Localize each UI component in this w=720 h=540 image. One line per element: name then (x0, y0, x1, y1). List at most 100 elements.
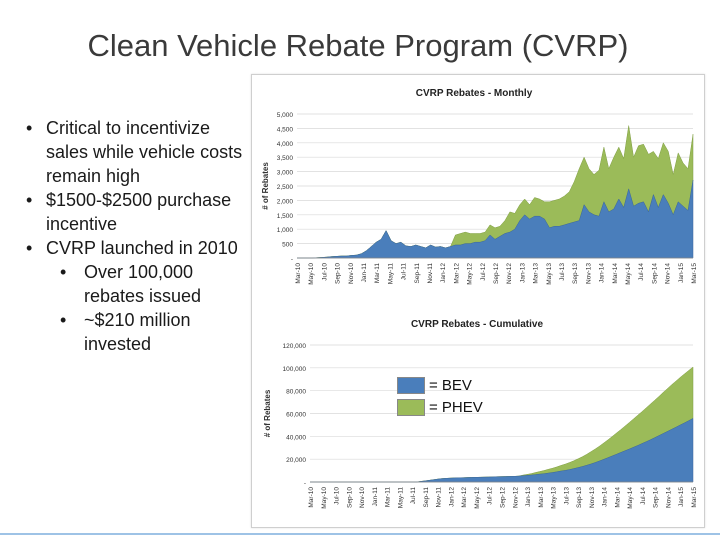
x-tick-label: Mar-10 (308, 487, 315, 508)
x-tick-label: Mar-12 (461, 487, 468, 508)
bullet-dot-icon: • (26, 190, 33, 210)
y-tick-label: 5,000 (277, 112, 294, 119)
x-tick-label: Jan-13 (525, 487, 532, 507)
x-tick-label: Sep-12 (500, 487, 507, 508)
bullet-text: ~$210 million invested (84, 310, 191, 354)
y-tick-label: 80,000 (286, 389, 306, 396)
bullet-item: • $1500-$2500 purchase incentive (22, 188, 250, 236)
x-tick-label: Mar-13 (533, 263, 540, 284)
y-tick-label: - (304, 480, 306, 487)
x-tick-label: Jan-11 (372, 487, 379, 507)
x-tick-label: Nov-13 (585, 263, 592, 284)
chart-title: CVRP Rebates - Cumulative (411, 319, 544, 330)
y-tick-label: 3,500 (277, 155, 294, 162)
x-tick-label: May-10 (321, 487, 328, 509)
bullet-dot-icon: • (26, 238, 33, 258)
legend-label-phev: = PHEV (429, 398, 483, 416)
y-tick-label: 1,000 (277, 227, 294, 234)
x-tick-label: May-13 (546, 263, 553, 285)
bullet-text: Over 100,000 rebates issued (84, 262, 202, 306)
x-tick-label: Jan-11 (361, 263, 368, 283)
x-tick-label: Jul-14 (638, 263, 645, 281)
x-tick-label: May-14 (625, 263, 632, 285)
x-tick-label: May-10 (308, 263, 315, 285)
x-tick-label: May-13 (551, 487, 558, 509)
y-tick-label: 2,000 (277, 198, 294, 205)
y-tick-label: 3,000 (277, 170, 294, 177)
y-tick-label: 2,500 (277, 184, 294, 191)
x-tick-label: Mar-11 (385, 487, 392, 507)
bullet-text: $1500-$2500 purchase incentive (46, 190, 232, 234)
x-tick-label: Jul-12 (480, 263, 487, 281)
x-tick-label: Nov-11 (436, 487, 443, 508)
x-tick-label: Sep-13 (572, 263, 579, 284)
legend-swatch-bev (397, 376, 425, 394)
x-tick-label: Jul-10 (334, 487, 341, 505)
x-tick-label: Sep-14 (653, 487, 660, 508)
y-tick-label: 60,000 (286, 412, 306, 419)
x-tick-label: Jan-13 (519, 263, 526, 283)
x-tick-label: Mar-13 (538, 487, 545, 508)
legend-label-bev: = BEV (429, 376, 472, 394)
y-tick-label: 1,500 (277, 213, 294, 220)
legend: = BEV = PHEV (397, 374, 483, 418)
x-tick-label: Sep-14 (651, 263, 658, 284)
x-tick-label: May-12 (467, 263, 474, 285)
x-tick-label: Nov-10 (348, 263, 355, 284)
x-tick-label: Jul-13 (563, 487, 570, 505)
x-tick-label: Nov-13 (589, 487, 596, 508)
x-tick-label: Jul-11 (410, 487, 417, 505)
x-tick-label: Jul-14 (640, 487, 647, 505)
bullet-dot-icon: • (60, 310, 67, 330)
x-tick-label: Jan-12 (448, 487, 455, 507)
bullet-item: • Critical to incentivize sales while veh… (22, 116, 250, 188)
x-tick-label: May-11 (387, 263, 394, 285)
x-tick-label: Jul-13 (559, 263, 566, 281)
x-tick-label: Jan-15 (678, 263, 685, 283)
legend-item-bev: = BEV (397, 374, 483, 396)
x-tick-label: Sep-11 (414, 263, 421, 284)
bullet-text: CVRP launched in 2010 (46, 238, 238, 258)
bullet-text: Critical to incentivize sales while vehi… (46, 118, 243, 186)
x-tick-label: Jan-15 (678, 487, 685, 507)
chart-title: CVRP Rebates - Monthly (416, 88, 533, 99)
y-tick-label: 500 (282, 242, 293, 249)
y-tick-label: 100,000 (283, 366, 307, 373)
x-tick-label: May-11 (397, 487, 404, 509)
x-tick-label: Mar-10 (295, 263, 302, 284)
y-tick-label: - (291, 256, 293, 263)
bullet-dot-icon: • (60, 262, 67, 282)
x-tick-label: May-12 (474, 487, 481, 509)
x-tick-label: Nov-10 (359, 487, 366, 508)
y-axis-label: # of Rebates (263, 389, 272, 437)
x-tick-label: Sep-13 (576, 487, 583, 508)
x-tick-label: Mar-15 (691, 487, 698, 508)
area-bev (297, 180, 694, 259)
bullet-dot-icon: • (26, 118, 33, 138)
x-tick-label: Sep-11 (423, 487, 430, 508)
x-tick-label: Nov-14 (665, 487, 672, 508)
footer-rule (0, 533, 720, 535)
x-tick-label: Jul-11 (401, 263, 408, 281)
x-tick-label: Mar-15 (691, 263, 698, 284)
y-tick-label: 120,000 (283, 343, 307, 350)
x-tick-label: Sep-10 (335, 263, 342, 284)
x-tick-label: May-14 (627, 487, 634, 509)
x-tick-label: Nov-12 (512, 487, 519, 508)
x-tick-label: Jul-12 (487, 487, 494, 505)
x-tick-label: Mar-14 (614, 487, 621, 508)
x-tick-label: Jan-14 (599, 263, 606, 283)
bullet-list: • Critical to incentivize sales while veh… (22, 116, 250, 356)
x-tick-label: Sep-12 (493, 263, 500, 284)
legend-item-phev: = PHEV (397, 396, 483, 418)
bullet-item: • ~$210 million invested (22, 308, 250, 356)
x-tick-label: Mar-14 (612, 263, 619, 284)
y-tick-label: 4,500 (277, 126, 294, 133)
x-tick-label: Jan-12 (440, 263, 447, 283)
x-tick-label: Mar-11 (374, 263, 381, 283)
bullet-item: • Over 100,000 rebates issued (22, 260, 250, 308)
slide-title: Clean Vehicle Rebate Program (CVRP) (87, 28, 629, 63)
x-tick-label: Mar-12 (453, 263, 460, 284)
x-tick-label: Nov-12 (506, 263, 513, 284)
